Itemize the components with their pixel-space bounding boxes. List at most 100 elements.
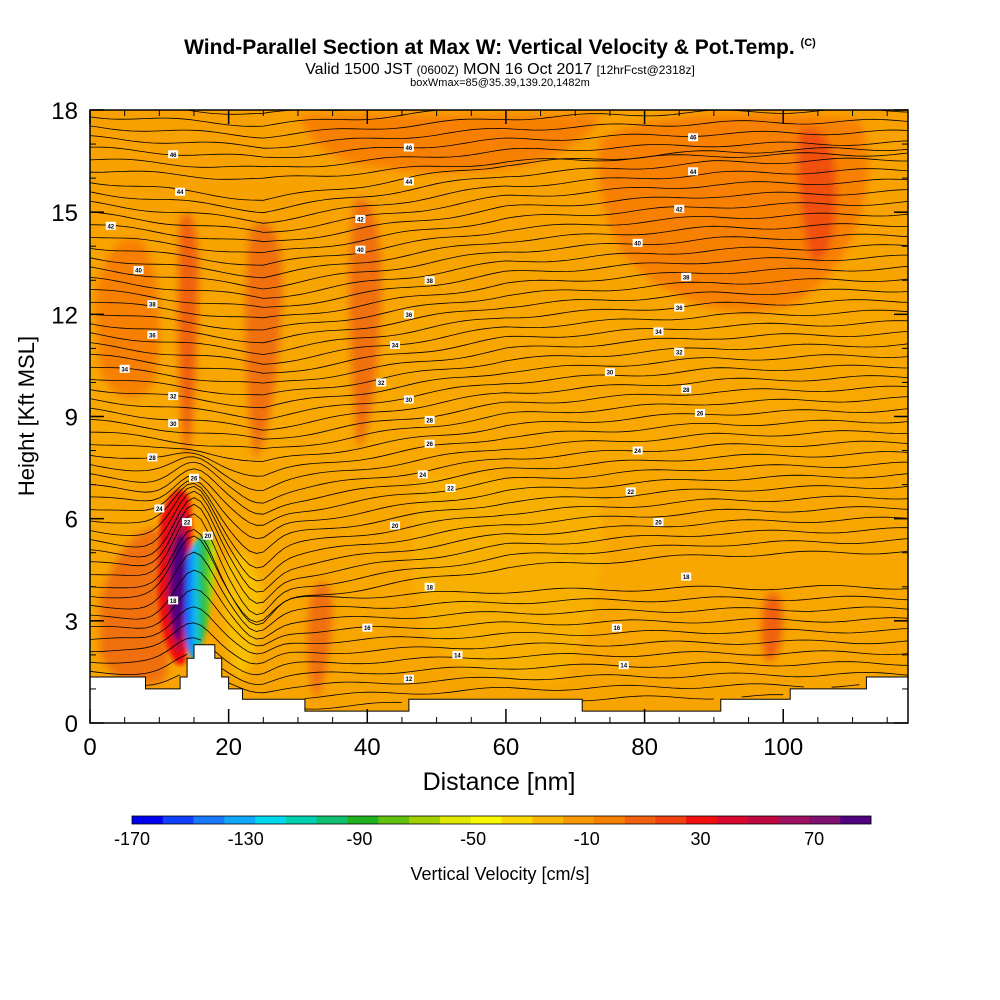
theta-label: 20 xyxy=(205,534,212,540)
theta-contour-line xyxy=(90,244,908,299)
theta-label-bg xyxy=(168,419,179,428)
theta-label: 38 xyxy=(426,279,433,285)
theta-label-bg xyxy=(674,204,685,213)
theta-label: 42 xyxy=(107,224,114,230)
x-axis-label: Distance [nm] xyxy=(423,768,576,796)
theta-label-bg xyxy=(362,623,373,632)
theta-label: 46 xyxy=(690,136,697,142)
theta-contour-line xyxy=(90,473,908,540)
theta-contour-line xyxy=(90,110,908,139)
theta-label-bg xyxy=(355,245,366,254)
theta-label: 40 xyxy=(135,269,142,275)
theta-contour-line xyxy=(90,385,908,440)
colorbar-label: Vertical Velocity [cm/s] xyxy=(410,864,589,884)
theta-label-bg xyxy=(168,596,179,605)
theta-label: 44 xyxy=(690,170,697,176)
colorbar-swatch xyxy=(501,816,533,824)
theta-contour-line xyxy=(90,485,908,569)
theta-label-bg xyxy=(182,518,193,527)
colorbar-tick-label: -90 xyxy=(346,829,372,849)
theta-contour-line xyxy=(90,157,908,214)
y-tick-label: 6 xyxy=(65,507,78,534)
theta-label-bg xyxy=(154,504,165,513)
y-tick-label: 9 xyxy=(65,405,78,432)
colorbar-tick-label: -10 xyxy=(574,829,600,849)
colorbar-swatch xyxy=(255,816,287,824)
colorbar-swatch xyxy=(378,816,410,824)
theta-label: 18 xyxy=(426,585,433,591)
theta-label-bg xyxy=(424,415,435,424)
theta-contour-line xyxy=(90,140,908,168)
theta-label-bg xyxy=(105,221,116,230)
theta-label-bg xyxy=(424,582,435,591)
colorbar-swatch xyxy=(316,816,348,824)
theta-contour-line xyxy=(90,278,908,331)
theta-label: 22 xyxy=(447,487,454,493)
theta-label-bg xyxy=(119,364,130,373)
theta-contour-line xyxy=(90,189,908,243)
x-tick-label: 100 xyxy=(763,734,803,761)
theta-label-bg xyxy=(632,238,643,247)
theta-contour-line xyxy=(90,528,908,626)
theta-contour-line xyxy=(90,233,908,290)
theta-label: 14 xyxy=(454,653,461,659)
theta-label-bg xyxy=(168,150,179,159)
theta-label: 30 xyxy=(406,398,413,404)
theta-contour-line xyxy=(90,569,908,640)
theta-contour-line xyxy=(304,694,784,710)
x-tick-label: 60 xyxy=(493,734,520,761)
theta-contour-line xyxy=(90,152,908,180)
theta-label: 34 xyxy=(121,367,128,373)
theta-contours xyxy=(90,110,908,710)
theta-contour-line xyxy=(90,223,908,279)
theta-contour-line xyxy=(90,451,908,515)
theta-label-bg xyxy=(417,470,428,479)
theta-label: 24 xyxy=(156,507,163,513)
colorbar-frame xyxy=(131,815,872,825)
theta-label-bg xyxy=(653,518,664,527)
theta-label-bg xyxy=(424,276,435,285)
y-tick-label: 12 xyxy=(51,302,78,329)
colorbar-tick-label: -130 xyxy=(228,829,264,849)
theta-contour-line xyxy=(304,683,860,699)
valid-utc: (0600Z) xyxy=(416,63,459,77)
forecast-info: [12hrFcst@2318z] xyxy=(596,63,695,77)
theta-label-bg xyxy=(611,623,622,632)
theta-contour-line xyxy=(90,490,908,582)
theta-contour-line xyxy=(90,461,908,526)
theta-label-bg xyxy=(681,572,692,581)
theta-label-bg xyxy=(653,327,664,336)
colorbar-swatch xyxy=(778,816,810,824)
theta-contour-line xyxy=(90,364,908,421)
theta-label: 22 xyxy=(184,521,191,527)
theta-contour-line xyxy=(90,265,908,319)
theta-contour-line xyxy=(90,503,908,604)
theta-contour-line xyxy=(90,637,908,676)
theta-contour-line xyxy=(90,375,908,431)
colorbar-swatch xyxy=(717,816,749,824)
theta-label: 28 xyxy=(426,418,433,424)
theta-label-bg xyxy=(688,167,699,176)
theta-contour-line xyxy=(90,622,908,665)
theta-label-bg xyxy=(390,521,401,530)
theta-label: 34 xyxy=(655,330,662,336)
updraft-field-col-2 xyxy=(245,222,283,460)
theta-contour-line xyxy=(90,408,908,462)
theta-label: 28 xyxy=(683,388,690,394)
theta-label-bg xyxy=(390,340,401,349)
y-tick-label: 3 xyxy=(65,609,78,636)
updraft-field-low-right xyxy=(761,591,783,662)
theta-label: 32 xyxy=(378,381,385,387)
theta-label-bg xyxy=(681,272,692,281)
theta-label: 24 xyxy=(634,449,641,455)
theta-contour-line xyxy=(90,200,908,254)
theta-contour-line xyxy=(90,212,908,266)
theta-label-bg xyxy=(403,177,414,186)
theta-label-bg xyxy=(632,446,643,455)
theta-label: 24 xyxy=(419,473,426,479)
theta-label: 28 xyxy=(149,456,156,462)
wave-updraft-core xyxy=(170,534,186,641)
theta-contour-line xyxy=(90,178,908,233)
